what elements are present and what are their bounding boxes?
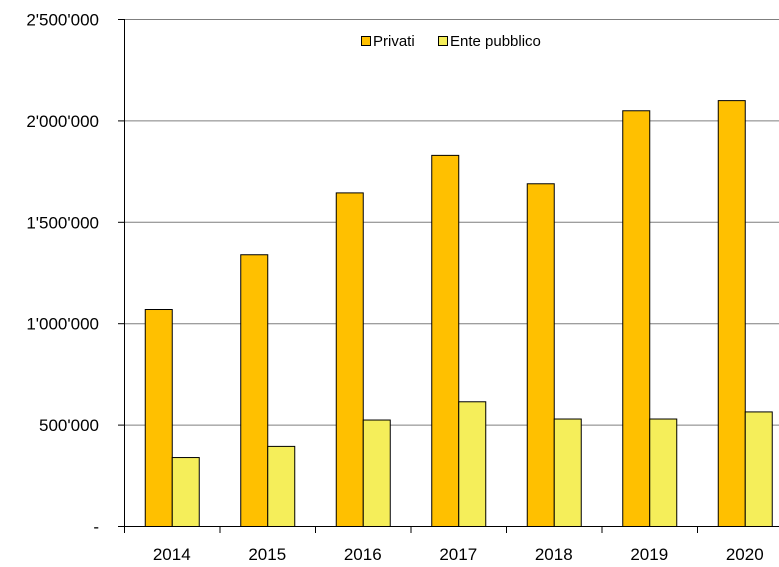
y-tick-label: - bbox=[93, 518, 99, 537]
x-tick-label: 2018 bbox=[535, 545, 573, 564]
bar-privati-2016 bbox=[335, 192, 364, 527]
y-tick-label: 2'500'000 bbox=[26, 11, 99, 30]
y-tick-label: 500'000 bbox=[39, 416, 99, 435]
x-tick-label: 2016 bbox=[344, 545, 382, 564]
y-axis-ticks: - 500'000 1'000'000 1'500'000 2'000'000 2'500… bbox=[26, 11, 124, 537]
bar-ente-pubblico-2019 bbox=[649, 418, 678, 527]
x-tick-label: 2019 bbox=[630, 545, 668, 564]
x-tick-label: 2015 bbox=[248, 545, 286, 564]
bar-ente-pubblico-2014 bbox=[171, 457, 200, 528]
legend: Privati Ente pubblico bbox=[361, 33, 541, 50]
y-tick-label: 1'500'000 bbox=[26, 213, 99, 232]
y-tick-label: 2'000'000 bbox=[26, 112, 99, 131]
bar-privati-2014 bbox=[144, 309, 173, 527]
bar-privati-2015 bbox=[240, 254, 269, 528]
x-tick-label: 2017 bbox=[439, 545, 477, 564]
legend-swatch bbox=[361, 36, 371, 46]
legend-label: Privati bbox=[373, 33, 415, 50]
bars bbox=[144, 100, 773, 528]
legend-label: Ente pubblico bbox=[450, 33, 541, 50]
x-tick-label: 2014 bbox=[153, 545, 191, 564]
bar-privati-2018 bbox=[526, 183, 555, 527]
bar-privati-2019 bbox=[622, 110, 651, 527]
x-axis-ticks: 2014 2015 2016 2017 2018 2019 2020 bbox=[124, 526, 764, 564]
x-tick-label: 2020 bbox=[726, 545, 764, 564]
bar-ente-pubblico-2016 bbox=[362, 419, 391, 527]
bar-ente-pubblico-2015 bbox=[267, 445, 296, 528]
bar-ente-pubblico-2018 bbox=[553, 418, 582, 527]
bar-ente-pubblico-2017 bbox=[458, 401, 487, 528]
bar-privati-2020 bbox=[717, 100, 746, 528]
legend-swatch bbox=[438, 36, 448, 46]
y-tick-label: 1'000'000 bbox=[26, 315, 99, 334]
bar-ente-pubblico-2020 bbox=[744, 411, 773, 527]
bar-privati-2017 bbox=[431, 154, 460, 527]
